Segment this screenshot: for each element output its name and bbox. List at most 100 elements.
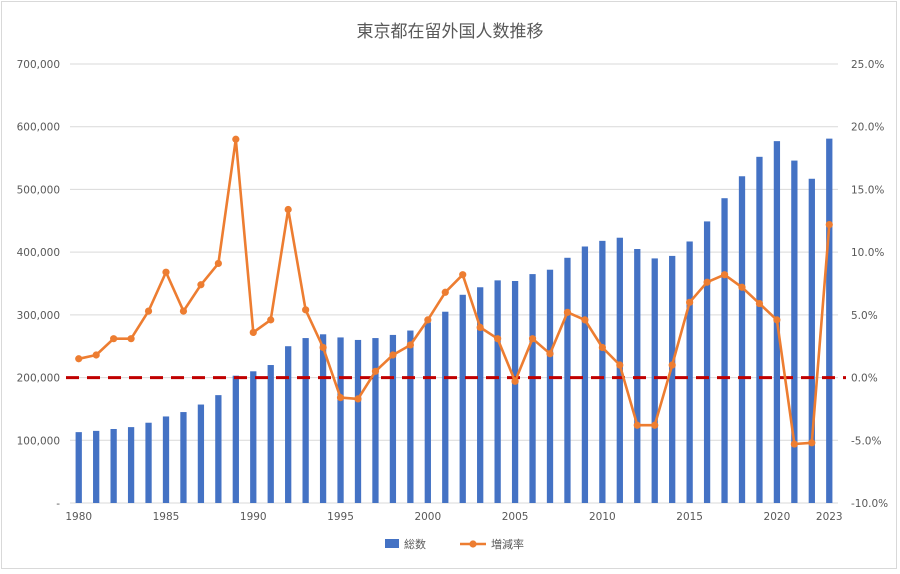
x-tick-label: 2005 (502, 511, 529, 523)
bar (424, 322, 431, 503)
bar (791, 160, 798, 503)
rate-point (92, 351, 100, 359)
bar (75, 432, 82, 503)
rate-point (651, 421, 659, 429)
rate-point (406, 341, 414, 349)
legend-swatch-bar (385, 539, 399, 548)
x-tick-label: 2010 (589, 511, 616, 523)
chart-title: 東京都在留外国人数推移 (357, 22, 544, 42)
bar (337, 337, 344, 503)
rate-point (773, 316, 781, 324)
bar (372, 338, 379, 503)
rate-point (808, 439, 816, 447)
bar (180, 412, 187, 503)
rate-point (197, 281, 205, 289)
y2-tick-label: 25.0% (851, 59, 884, 71)
bar (319, 334, 327, 503)
rate-point (249, 328, 257, 337)
x-tick-label: 1995 (327, 511, 354, 523)
x-tick-label: 1985 (153, 511, 180, 523)
rate-point (616, 361, 624, 369)
bar (826, 138, 833, 503)
x-tick-label: 2023 (816, 511, 843, 523)
bar (721, 198, 728, 504)
bar (564, 257, 571, 503)
rate-point (424, 316, 432, 324)
bar (494, 280, 501, 503)
y-tick-label: - (56, 498, 60, 510)
bar (302, 338, 309, 503)
rate-point (668, 361, 676, 369)
bar (738, 176, 746, 503)
bar (93, 430, 100, 503)
legend-label: 増減率 (491, 537, 524, 551)
rate-point (162, 268, 170, 276)
bar (389, 334, 397, 503)
x-tick-label: 2015 (676, 511, 703, 523)
rate-point (686, 298, 694, 306)
y2-tick-label: -10.0% (851, 498, 888, 510)
bar (267, 365, 274, 503)
rate-point (214, 259, 222, 268)
rate-point (581, 316, 589, 324)
y-tick-label: 600,000 (17, 122, 60, 134)
rate-point (790, 440, 798, 448)
y2-tick-label: 5.0% (851, 310, 878, 322)
rate-point (319, 343, 327, 352)
rate-point (267, 316, 275, 324)
bar (686, 241, 693, 503)
rate-point (633, 421, 641, 429)
legend: 総数 増減率 (385, 537, 524, 551)
x-tick-label: 2000 (414, 511, 441, 523)
rate-point (825, 220, 833, 229)
rate-point (302, 306, 310, 314)
rate-point (755, 299, 764, 308)
y-tick-label: 300,000 (17, 310, 60, 322)
axes: - -10.0% 100,000 -5.0% 200,000 0.0% 300,000 5.0… (17, 59, 889, 523)
bar (546, 269, 554, 503)
bar (232, 375, 239, 503)
legend-label: 総数 (404, 537, 426, 551)
bar (581, 246, 589, 503)
bar (599, 240, 606, 503)
rate-point (720, 271, 729, 279)
y2-tick-label: 0.0% (851, 373, 878, 385)
rate-point (441, 288, 449, 296)
bar (197, 404, 205, 503)
rate-point (127, 335, 135, 343)
rate-point (459, 271, 467, 279)
y-tick-label: 400,000 (17, 247, 60, 259)
bar (145, 422, 152, 503)
bar (442, 311, 449, 503)
rate-point (738, 283, 746, 291)
rate-point (511, 377, 519, 385)
bar (354, 339, 362, 503)
rate-point (354, 395, 362, 403)
y2-tick-label: -5.0% (851, 435, 881, 447)
rate-point (563, 308, 572, 316)
y-tick-label: 200,000 (17, 373, 60, 385)
legend-marker (469, 540, 477, 548)
bar (477, 287, 484, 503)
bar (162, 416, 170, 503)
y-tick-label: 700,000 (17, 59, 60, 71)
bar (651, 258, 658, 503)
line-series (75, 135, 833, 448)
bar (808, 178, 815, 503)
y2-tick-label: 20.0% (851, 122, 884, 134)
rate-point (75, 355, 83, 363)
rate-point (494, 335, 502, 343)
bar (127, 427, 135, 503)
bar (634, 249, 641, 503)
bar (250, 371, 257, 503)
rate-point (179, 307, 188, 315)
rate-point (476, 323, 484, 331)
bar (407, 330, 414, 503)
rate-point (110, 335, 118, 343)
bar (459, 294, 466, 503)
bar (529, 274, 536, 503)
bar-series (75, 138, 833, 504)
rate-point (144, 307, 153, 315)
